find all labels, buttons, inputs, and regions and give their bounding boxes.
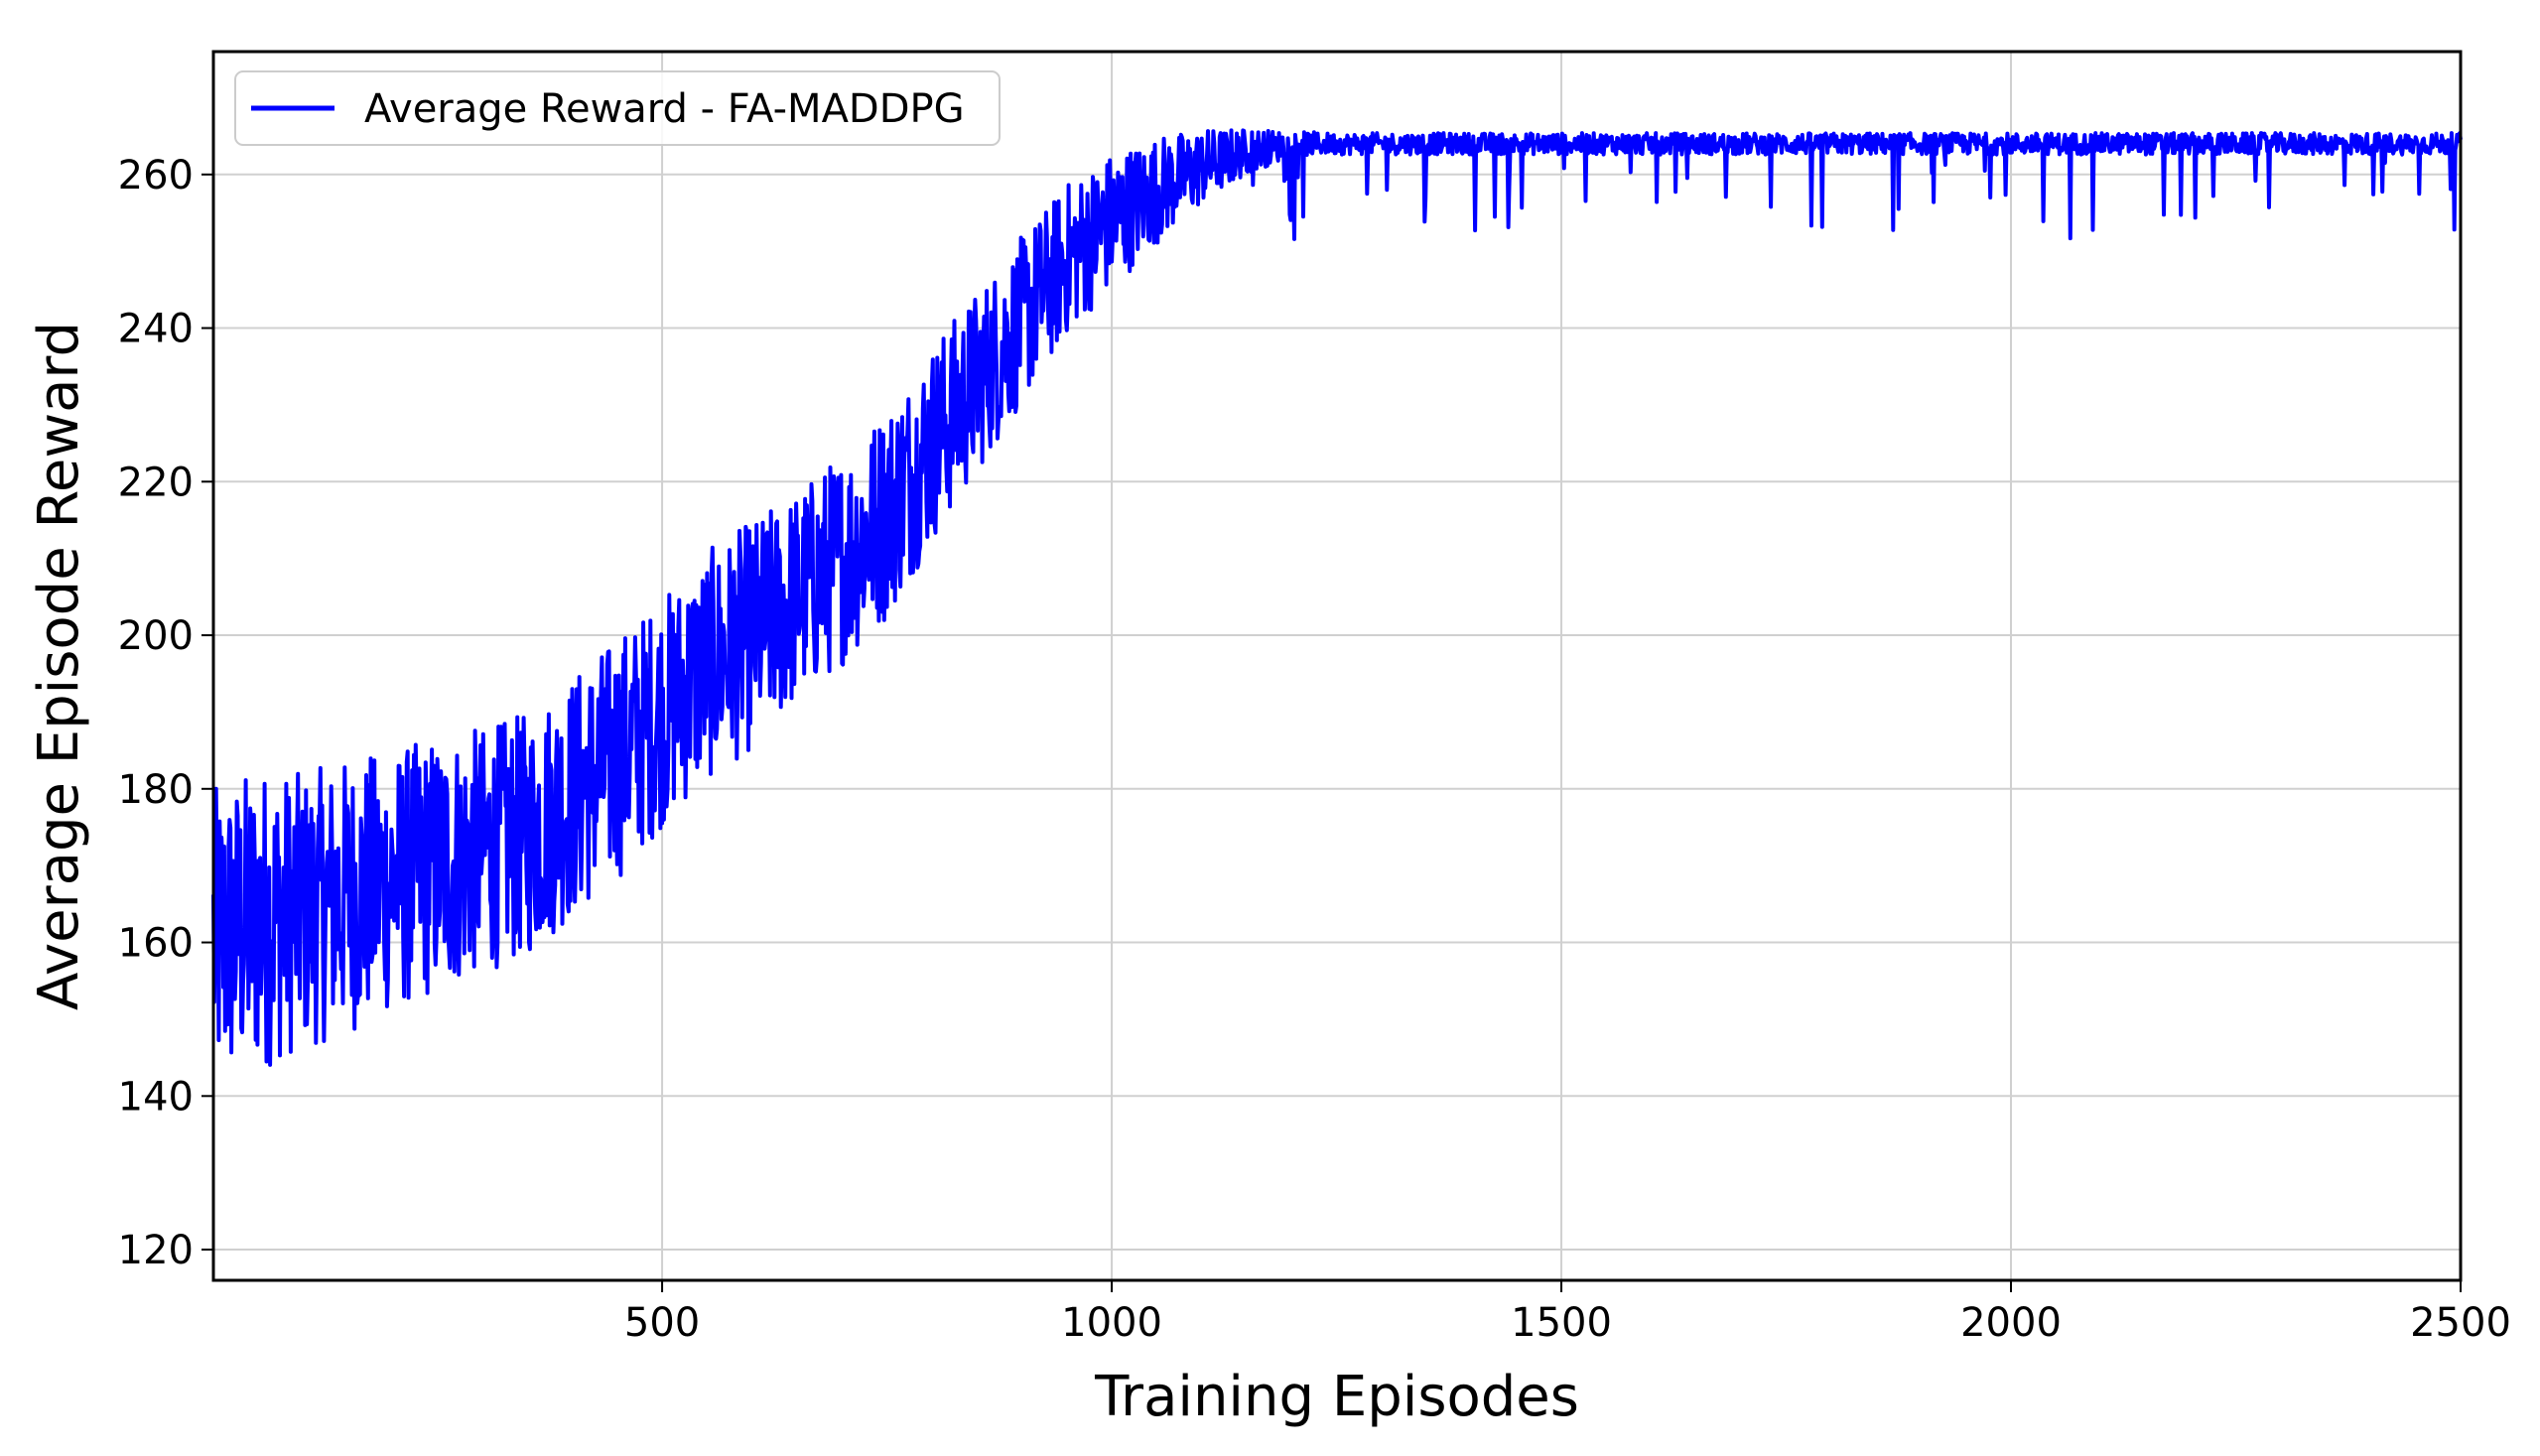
y-axis-label: Average Episode Reward bbox=[27, 322, 91, 1010]
series-layer bbox=[211, 128, 2463, 1067]
y-tick-label: 160 bbox=[118, 921, 194, 967]
x-tick-label: 500 bbox=[624, 1300, 700, 1346]
y-tick-label: 120 bbox=[118, 1228, 194, 1273]
series-line bbox=[211, 128, 2463, 1067]
y-tick-label: 200 bbox=[118, 613, 194, 659]
y-tick-label: 260 bbox=[118, 153, 194, 199]
x-tick-label: 1000 bbox=[1061, 1300, 1162, 1346]
x-axis-label: Training Episodes bbox=[1094, 1365, 1579, 1429]
y-tick-label: 240 bbox=[118, 307, 194, 352]
legend-box bbox=[234, 70, 1001, 146]
axis-ticks: 500 1000 1500 2000 2500 120 140 160 180 200 220 240… bbox=[118, 153, 2511, 1346]
plot-frame bbox=[211, 50, 2463, 1282]
y-tick-label: 220 bbox=[118, 460, 194, 505]
x-tick-label: 1500 bbox=[1511, 1300, 1612, 1346]
y-tick-label: 180 bbox=[118, 767, 194, 813]
x-tick-label: 2000 bbox=[1960, 1300, 2062, 1346]
y-tick-label: 140 bbox=[118, 1074, 194, 1120]
legend: Average Reward - FA-MADDPG bbox=[234, 70, 1001, 146]
legend-label: Average Reward - FA-MADDPG bbox=[364, 86, 965, 132]
x-tick-label: 2500 bbox=[2410, 1300, 2511, 1346]
